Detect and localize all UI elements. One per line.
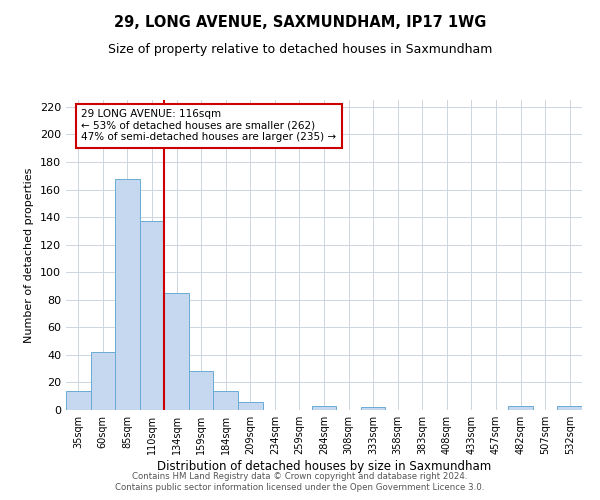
Bar [66, 390, 91, 410]
Bar [189, 372, 214, 410]
Bar [115, 178, 140, 410]
Bar [557, 406, 582, 410]
Text: 29, LONG AVENUE, SAXMUNDHAM, IP17 1WG: 29, LONG AVENUE, SAXMUNDHAM, IP17 1WG [114, 15, 486, 30]
Bar [214, 390, 238, 410]
Bar [140, 221, 164, 410]
Bar [238, 402, 263, 410]
Bar [91, 352, 115, 410]
Bar [508, 406, 533, 410]
Bar [164, 293, 189, 410]
Text: Contains HM Land Registry data © Crown copyright and database right 2024.: Contains HM Land Registry data © Crown c… [132, 472, 468, 481]
Text: Size of property relative to detached houses in Saxmundham: Size of property relative to detached ho… [108, 42, 492, 56]
Text: Contains public sector information licensed under the Open Government Licence 3.: Contains public sector information licen… [115, 484, 485, 492]
X-axis label: Distribution of detached houses by size in Saxmundham: Distribution of detached houses by size … [157, 460, 491, 473]
Y-axis label: Number of detached properties: Number of detached properties [25, 168, 34, 342]
Bar [361, 407, 385, 410]
Bar [312, 406, 336, 410]
Text: 29 LONG AVENUE: 116sqm
← 53% of detached houses are smaller (262)
47% of semi-de: 29 LONG AVENUE: 116sqm ← 53% of detached… [82, 110, 337, 142]
